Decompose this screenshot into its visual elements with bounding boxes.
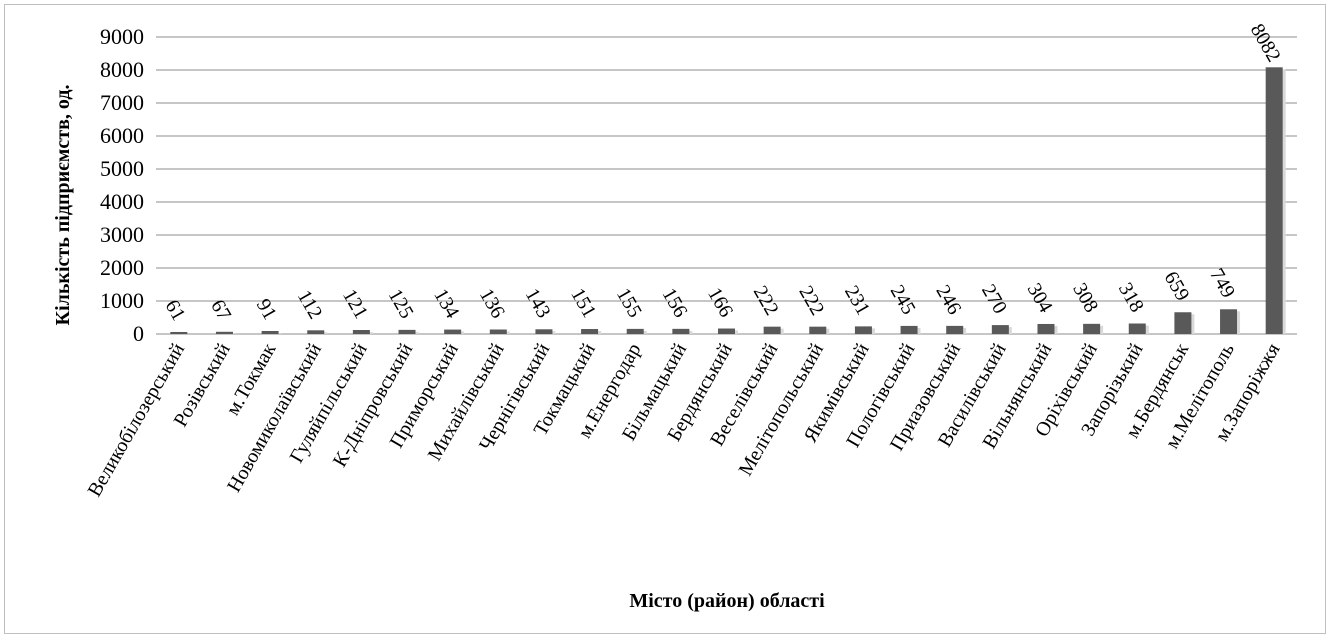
y-tick-label: 1000 (100, 288, 144, 313)
bar (490, 330, 507, 334)
data-label: 304 (1023, 279, 1057, 316)
bar (809, 327, 826, 334)
bar (1083, 324, 1100, 334)
data-label: 318 (1114, 279, 1148, 316)
y-tick-label: 3000 (100, 222, 144, 247)
y-tick-label: 8000 (100, 57, 144, 82)
bar (718, 329, 735, 334)
bar (1037, 324, 1054, 334)
bar (855, 326, 872, 334)
y-tick-label: 4000 (100, 189, 144, 214)
bar (170, 332, 187, 334)
data-label: 125 (384, 285, 418, 322)
data-label: 134 (429, 285, 463, 322)
data-label: 245 (886, 281, 920, 318)
bar (672, 329, 689, 334)
y-axis-ticks: 0 1000 2000 3000 4000 5000 6000 7000 8000 9000 (100, 24, 144, 346)
data-label: 155 (612, 284, 646, 321)
y-tick-label: 7000 (100, 90, 144, 115)
x-axis-title: Місто (район) області (629, 590, 825, 612)
y-axis-title: Кількість підприємств, од. (52, 85, 74, 326)
bar (1266, 67, 1283, 334)
data-label: 222 (794, 282, 828, 319)
bar (581, 329, 598, 334)
category-labels: ВеликобілозерськийРозівськийм.ТокмакНово… (83, 339, 1284, 500)
data-label: 136 (475, 285, 509, 322)
bar (262, 331, 279, 334)
data-label: 8082 (1246, 20, 1285, 66)
bar (1174, 312, 1191, 334)
data-label: 659 (1160, 268, 1194, 305)
bar (535, 329, 552, 334)
data-label: 61 (160, 296, 189, 324)
data-labels: 61 67 91 112 121 125 134 136 143 151 155 156 166 222 2… (160, 20, 1284, 324)
bar (764, 327, 781, 334)
bar (901, 326, 918, 334)
data-label: 246 (931, 281, 965, 318)
bar (627, 329, 644, 334)
data-label: 308 (1068, 279, 1102, 316)
bar (1129, 324, 1146, 334)
bar (992, 325, 1009, 334)
bar (216, 332, 233, 334)
bar (399, 330, 416, 334)
data-label: 270 (977, 281, 1011, 318)
data-label: 156 (658, 284, 692, 321)
data-label: 231 (840, 282, 874, 319)
data-label: 749 (1205, 265, 1239, 302)
y-tick-label: 6000 (100, 123, 144, 148)
chart-frame: 0 1000 2000 3000 4000 5000 6000 7000 8000 9000 61… (4, 4, 1326, 634)
data-label: 112 (293, 286, 327, 322)
data-label: 121 (338, 286, 372, 323)
bar (307, 330, 324, 334)
bar-chart: 0 1000 2000 3000 4000 5000 6000 7000 8000 9000 61… (5, 5, 1327, 635)
bar (444, 330, 461, 334)
data-label: 166 (703, 284, 737, 321)
bar (1220, 309, 1237, 334)
data-label: 222 (749, 282, 783, 319)
y-tick-label: 2000 (100, 255, 144, 280)
data-label: 91 (252, 295, 281, 323)
y-tick-label: 9000 (100, 24, 144, 49)
y-tick-label: 0 (133, 321, 144, 346)
bar (353, 330, 370, 334)
data-label: 151 (566, 285, 600, 322)
y-tick-label: 5000 (100, 156, 144, 181)
data-label: 143 (521, 285, 555, 322)
data-label: 67 (206, 296, 235, 324)
bar (946, 326, 963, 334)
